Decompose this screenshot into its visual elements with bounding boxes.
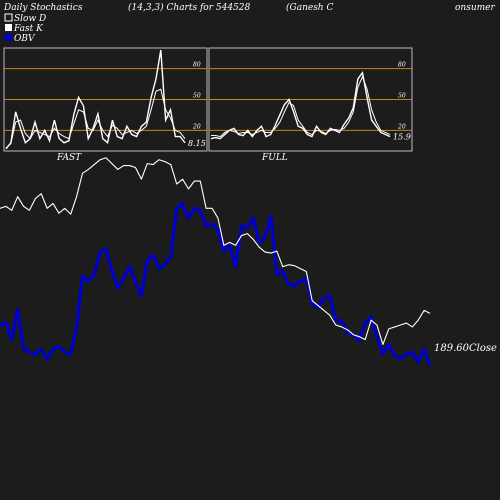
fast-stochastic-panel: 20 50 80 8.15 [3, 47, 208, 152]
legend-label-fast-k: Fast K [13, 24, 44, 34]
legend-swatch-obv [5, 34, 12, 41]
y-tick-label: 80 [193, 62, 201, 69]
legend-label-slow-d: Slow D [14, 14, 46, 24]
chart-header-left: Daily Stochastics [3, 3, 83, 13]
obv-line [0, 201, 432, 367]
fast-k-line [210, 71, 391, 140]
close-price-line [0, 157, 431, 345]
full-stochastic-panel: 20 50 80 15.9 [208, 47, 413, 152]
full-panel-title: FULL [261, 153, 288, 163]
slow-d-line [211, 75, 391, 138]
close-price-label: 189.60Close [434, 343, 497, 354]
y-tick-label: 20 [397, 123, 406, 130]
fast-panel-title: FAST [56, 153, 82, 163]
price-obv-plot [0, 157, 432, 367]
legend-swatch-slow-d [4, 13, 13, 22]
slow-d-line [5, 88, 186, 149]
chart-header-far-right: onsumer [455, 3, 495, 13]
y-tick-label: 20 [192, 123, 201, 130]
legend: Slow D Fast K OBV [4, 13, 46, 44]
legend-swatch-fast-k [5, 24, 12, 31]
last-value-label: 15.9 [393, 133, 411, 142]
y-tick-label: 50 [193, 93, 201, 100]
fast-k-line [5, 49, 186, 150]
chart-header-right: (Ganesh C [286, 2, 333, 13]
chart-header-center: (14,3,3) Charts for 544528 [128, 2, 250, 13]
last-value-label: 8.15 [188, 139, 206, 148]
y-tick-label: 50 [398, 93, 406, 100]
legend-label-obv: OBV [14, 34, 36, 44]
y-tick-label: 80 [398, 62, 406, 69]
